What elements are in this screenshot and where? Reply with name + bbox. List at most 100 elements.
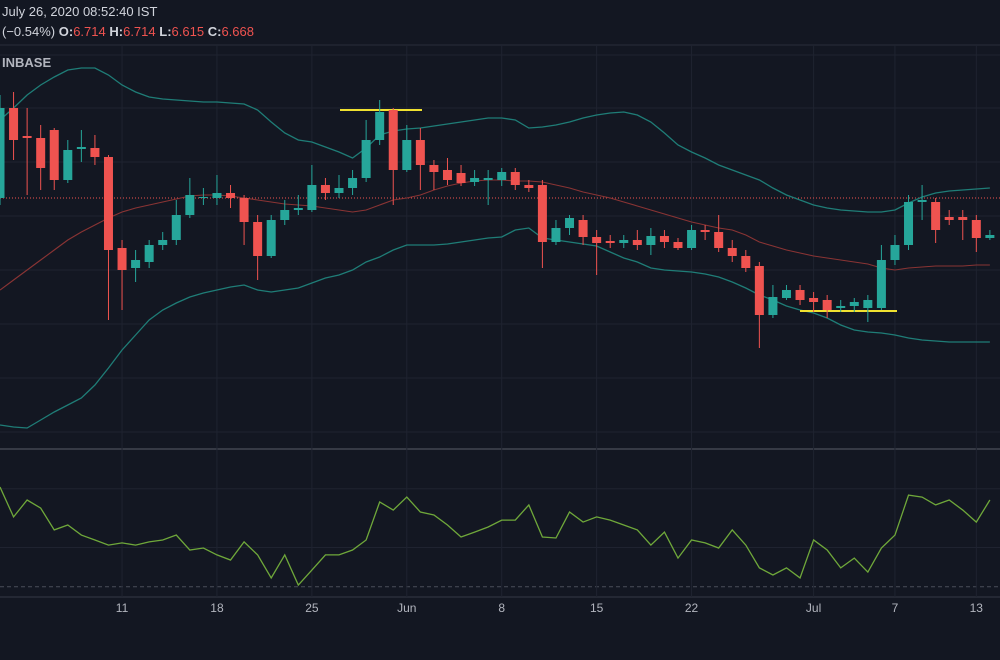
exchange: INBASE xyxy=(2,55,52,70)
candle-body xyxy=(266,220,276,256)
candle-body xyxy=(849,302,859,306)
x-tick-label: 7 xyxy=(892,601,899,615)
candle-body xyxy=(700,230,710,232)
candle-body xyxy=(334,188,344,193)
ohlc-value: 6.615 xyxy=(171,24,205,39)
candle-body xyxy=(524,185,534,188)
candle-body xyxy=(470,178,480,182)
candle-body xyxy=(822,300,832,310)
x-tick-label: Jun xyxy=(397,601,416,615)
candle-body xyxy=(876,260,886,308)
candle-body xyxy=(727,248,737,256)
candle-body xyxy=(592,237,602,243)
candle-body xyxy=(510,172,520,185)
candle-body xyxy=(0,108,5,198)
candle-body xyxy=(320,185,330,193)
candle-body xyxy=(63,150,73,180)
ohlc-value: 6.714 xyxy=(73,24,106,39)
candle-body xyxy=(958,217,968,220)
candle-body xyxy=(483,178,493,180)
candle-body xyxy=(76,147,86,149)
candle-body xyxy=(795,290,805,300)
candle-body xyxy=(687,230,697,248)
ohlc-key: L: xyxy=(159,24,172,39)
x-tick-label: 11 xyxy=(116,601,129,615)
candle-body xyxy=(307,185,317,210)
candle-body xyxy=(103,157,113,250)
candle-body xyxy=(198,197,208,198)
candle-body xyxy=(361,140,371,178)
band-upper xyxy=(0,67,990,213)
x-tick-label: 22 xyxy=(685,601,699,615)
x-tick-label: 13 xyxy=(970,601,984,615)
candle-body xyxy=(890,245,900,260)
candle-body xyxy=(917,200,927,202)
candle-body xyxy=(497,172,507,180)
oscillator-line xyxy=(0,486,991,587)
candle-body xyxy=(9,108,19,140)
candle-body xyxy=(578,220,588,237)
ohlc-key: O: xyxy=(58,24,74,39)
candle-body xyxy=(348,178,358,188)
ohlc-value: 6.714 xyxy=(123,24,156,39)
bollinger-bands xyxy=(0,67,990,429)
candle-body xyxy=(619,240,629,243)
candle-body xyxy=(253,222,263,256)
candle-body xyxy=(456,173,466,183)
candle-body xyxy=(280,210,290,220)
ohlc-key: H: xyxy=(109,24,124,39)
candle-body xyxy=(768,297,778,315)
ohlc-key: C: xyxy=(207,24,222,39)
candle-body xyxy=(904,202,914,245)
x-tick-label: 8 xyxy=(498,601,505,615)
candle-body xyxy=(171,215,181,240)
candle-body xyxy=(212,193,222,198)
ohlc-value: 6.668 xyxy=(221,24,254,39)
candle-body xyxy=(415,140,425,165)
x-tick-label: 25 xyxy=(305,601,319,615)
candle-body xyxy=(605,241,615,243)
candle-body xyxy=(49,130,59,180)
oscillator xyxy=(0,486,991,587)
candle-body xyxy=(754,266,764,315)
candle-body xyxy=(131,260,141,268)
candle-body xyxy=(741,256,751,268)
candle-body xyxy=(985,235,995,238)
candle-body xyxy=(944,217,954,220)
grid xyxy=(0,45,1000,597)
candle-body xyxy=(388,110,398,170)
candle-body xyxy=(144,245,154,262)
candle-body xyxy=(226,193,236,198)
candle-body xyxy=(809,298,819,302)
candle-body xyxy=(931,202,941,230)
candle-body xyxy=(90,148,100,157)
candle-body xyxy=(632,240,642,245)
band-lower xyxy=(0,227,990,429)
candle-body xyxy=(429,165,439,172)
candle-body xyxy=(375,112,385,140)
candle-body xyxy=(442,170,452,180)
x-tick-label: Jul xyxy=(806,601,821,615)
change: (−0.54%) xyxy=(2,24,56,39)
candle-body xyxy=(185,195,195,215)
candles xyxy=(0,92,995,348)
candle-body xyxy=(537,185,547,242)
candle-body xyxy=(971,220,981,238)
candle-body xyxy=(293,208,303,210)
ohlc-legend: (−0.54%) O:6.714 H:6.714 L:6.615 C:6.668 xyxy=(2,24,254,39)
band-middle xyxy=(0,179,990,291)
candle-body xyxy=(714,232,724,248)
candle-body xyxy=(646,236,656,245)
candle-body xyxy=(551,228,561,242)
candle-body xyxy=(239,198,249,222)
candle-body xyxy=(836,306,846,308)
candle-body xyxy=(863,300,873,308)
x-tick-label: 18 xyxy=(210,601,224,615)
candle-body xyxy=(673,242,683,248)
x-tick-label: 15 xyxy=(590,601,604,615)
x-axis: 11 18 25 Jun 8 15 22 Jul 7 13 xyxy=(116,601,984,615)
candle-body xyxy=(781,290,791,298)
datetime: July 26, 2020 08:52:40 IST xyxy=(2,4,158,19)
